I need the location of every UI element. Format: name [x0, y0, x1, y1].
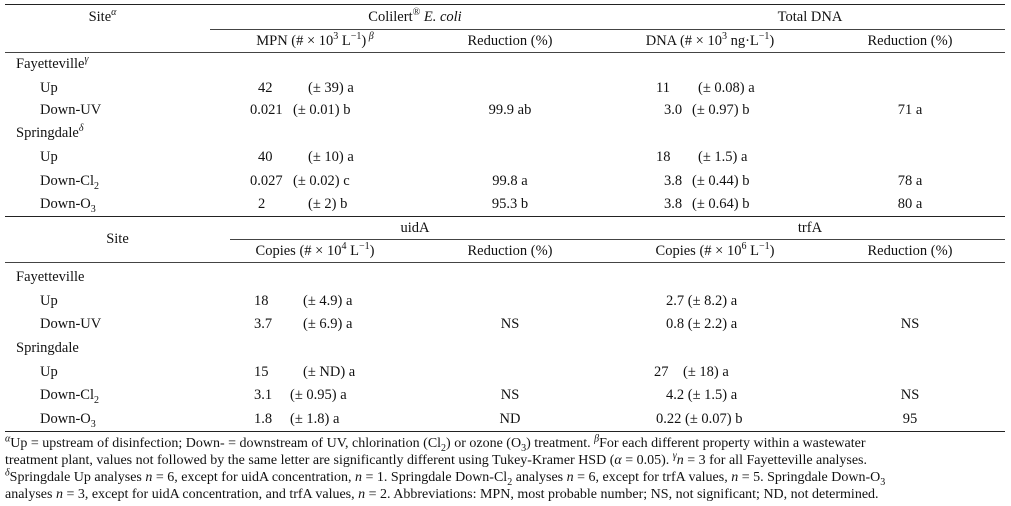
- copies-value: 1.8: [254, 411, 273, 427]
- table1-top-rule: [5, 4, 1005, 5]
- dna-ci: (± 1.5) a: [698, 149, 748, 165]
- table2-uida-header: uidA: [400, 220, 430, 236]
- table-row-label: Up: [40, 80, 58, 96]
- table-row-label: Down-UV: [40, 102, 102, 118]
- table-row-label: Down-Cl2: [40, 387, 99, 406]
- table2-copies2-header: Copies (# × 106 L−1): [655, 241, 775, 259]
- table-row-label: Down-UV: [40, 316, 102, 332]
- table1-bottom-rule: [5, 216, 1005, 217]
- table2-reduction2-header: Reduction (%): [867, 243, 953, 259]
- dna-ci: (± 0.44) b: [692, 173, 750, 189]
- table1-reduction1-header: Reduction (%): [467, 33, 553, 49]
- table2-header-rule: [5, 262, 1005, 263]
- dna-value: 3.8: [664, 196, 683, 212]
- table-row-label: Down-Cl2: [40, 173, 99, 192]
- mpn-ci: (± 10) a: [308, 149, 354, 165]
- table1-colilert-header: Colilert® E. coli: [368, 7, 462, 25]
- table1-group-rule: [210, 29, 1005, 30]
- table1-header-rule: [5, 52, 1005, 53]
- footnote-line: treatment plant, values not followed by …: [5, 450, 867, 468]
- copies-value: 3.1: [254, 387, 273, 403]
- table-row-label: Up: [40, 364, 58, 380]
- table1-mpn-header: MPN (# × 103 L−1) β: [256, 31, 374, 49]
- table-row-label: Down-O3: [40, 196, 96, 215]
- reduction-value: 78 a: [897, 173, 923, 189]
- table2-group-rule: [230, 239, 1005, 240]
- copies-value: 15: [254, 364, 269, 380]
- table1-dna-header: DNA (# × 103 ng·L−1): [645, 31, 775, 49]
- dna-value: 3.8: [664, 173, 683, 189]
- table2-site-fayetteville: Fayetteville: [16, 269, 85, 285]
- copies-ci: (± 0.95) a: [290, 387, 347, 403]
- mpn-value: 42: [258, 80, 273, 96]
- table2-site-header: Site: [106, 231, 129, 247]
- table1-reduction2-header: Reduction (%): [867, 33, 953, 49]
- table1-total-dna-header: Total DNA: [777, 9, 843, 25]
- table2-reduction1-header: Reduction (%): [467, 243, 553, 259]
- dna-ci: (± 0.97) b: [692, 102, 750, 118]
- reduction-value: 95: [902, 411, 918, 427]
- mpn-ci: (± 39) a: [308, 80, 354, 96]
- footnote-line: analyses n = 3, except for uidA concentr…: [5, 487, 879, 502]
- mpn-ci: (± 0.01) b: [293, 102, 351, 118]
- copies-value: 3.7: [254, 316, 273, 332]
- table-row-label: Up: [40, 293, 58, 309]
- copies-ci: (± 6.9) a: [303, 316, 353, 332]
- table1-site-fayetteville: Fayettevilleγ: [16, 54, 89, 72]
- copies-ci: (± 1.8) a: [290, 411, 340, 427]
- reduction-value: NS: [900, 387, 920, 403]
- trfa-value: 0.22 (± 0.07) b: [656, 411, 743, 427]
- reduction-value: 80 a: [897, 196, 923, 212]
- mpn-ci: (± 0.02) c: [293, 173, 350, 189]
- reduction-value: NS: [500, 387, 520, 403]
- dna-value: 11: [656, 80, 670, 96]
- footnote-line: δSpringdale Up analyses n = 6, except fo…: [5, 467, 886, 488]
- trfa-value: 4.2 (± 1.5) a: [666, 387, 738, 403]
- mpn-value: 2: [258, 196, 266, 212]
- table-row-label: Up: [40, 149, 58, 165]
- dna-value: 18: [656, 149, 671, 165]
- table1-site-header: Siteα: [88, 7, 117, 25]
- table-footnotes: αUp = upstream of disinfection; Down- = …: [5, 433, 1005, 503]
- table2-bottom-rule: [5, 431, 1005, 432]
- table1-site-springdale: Springdaleδ: [16, 123, 84, 141]
- mpn-ci: (± 2) b: [308, 196, 348, 212]
- table2-trfa-header: trfA: [797, 220, 823, 236]
- table2-site-springdale: Springdale: [16, 340, 79, 356]
- reduction-value: NS: [500, 316, 520, 332]
- reduction-value: 99.9 ab: [488, 102, 532, 118]
- copies-ci: (± 4.9) a: [303, 293, 353, 309]
- mpn-value: 0.021: [250, 102, 283, 118]
- reduction-value: NS: [900, 316, 920, 332]
- copies-value: 18: [254, 293, 269, 309]
- mpn-value: 40: [258, 149, 273, 165]
- trfa-value: 0.8 (± 2.2) a: [666, 316, 738, 332]
- table2-copies1-header: Copies (# × 104 L−1): [255, 241, 375, 259]
- dna-ci: (± 0.08) a: [698, 80, 755, 96]
- dna-ci: (± 0.64) b: [692, 196, 750, 212]
- reduction-value: 71 a: [897, 102, 923, 118]
- trfa-value: 2.7 (± 8.2) a: [666, 293, 738, 309]
- table-row-label: Down-O3: [40, 411, 96, 430]
- reduction-value: 99.8 a: [492, 173, 528, 189]
- reduction-value: 95.3 b: [491, 196, 529, 212]
- copies-ci: (± ND) a: [303, 364, 356, 380]
- mpn-value: 0.027: [250, 173, 283, 189]
- footnote-line: αUp = upstream of disinfection; Down- = …: [5, 433, 866, 454]
- trfa-value: 27 (± 18) a: [654, 364, 729, 380]
- dna-value: 3.0: [664, 102, 683, 118]
- reduction-value: ND: [499, 411, 521, 427]
